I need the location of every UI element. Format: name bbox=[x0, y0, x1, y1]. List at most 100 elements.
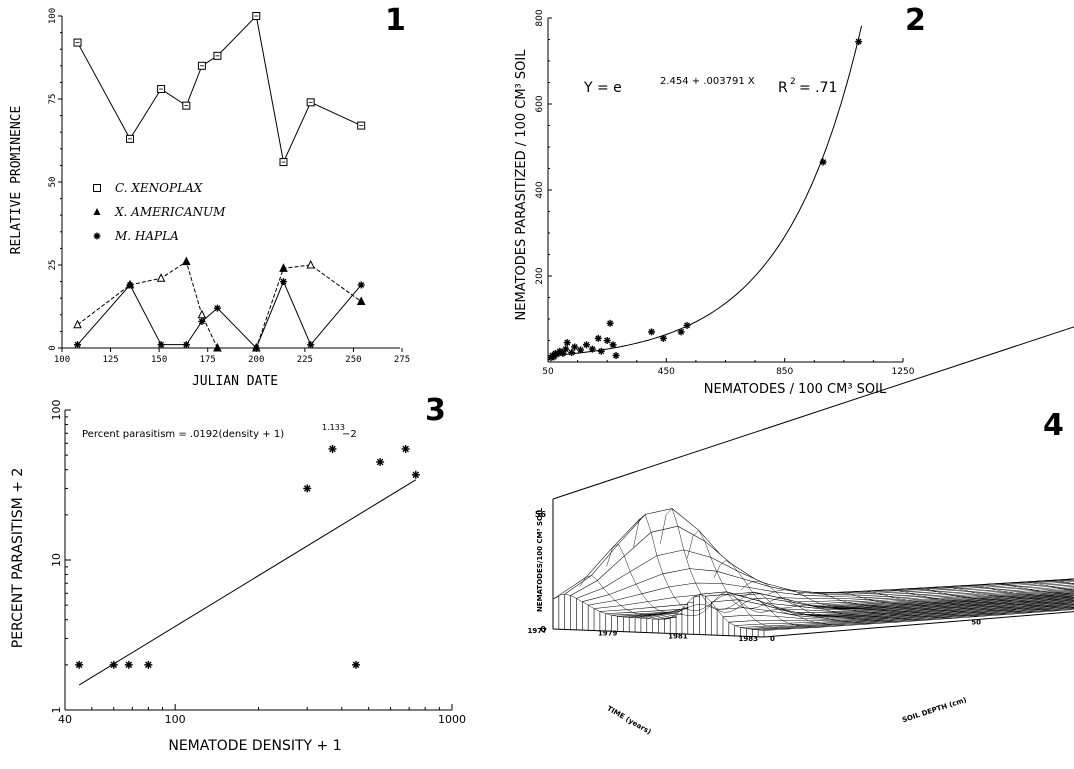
panel-3-fit-line bbox=[79, 480, 416, 685]
panel-2-x-axis-label: NEMATODES / 100 CM³ SOIL bbox=[704, 382, 887, 397]
panel-1-point-asterisk bbox=[253, 345, 260, 352]
panel-1-point-triangle bbox=[307, 261, 314, 268]
panel-1-point-square bbox=[158, 86, 165, 93]
panel-2-equation-lhs: Y = e bbox=[583, 80, 622, 96]
panel-2-equation-exponent: 2.454 + .003791 X bbox=[660, 76, 755, 87]
panel-number-3: 3 bbox=[425, 393, 446, 428]
panel-4-depth-tick-label: 50 bbox=[971, 619, 981, 627]
panel-4-time-tick-label: 1977 bbox=[528, 627, 548, 635]
panel-4-frame-top bbox=[553, 233, 1074, 499]
panel-1-point-asterisk bbox=[127, 281, 134, 288]
panel-3-x-tick-label: 1000 bbox=[438, 713, 466, 726]
panel-1-y-tick-label: 50 bbox=[48, 177, 58, 188]
panel-3-x-axis-label: NEMATODE DENSITY + 1 bbox=[168, 738, 341, 754]
panel-2-point bbox=[678, 328, 685, 335]
panel-1-legend: C. XENOPLAX X. AMERICANUM M. HAPLA bbox=[94, 181, 227, 243]
panel-2-r2-label: R bbox=[778, 80, 788, 96]
panel-3-point bbox=[75, 661, 83, 669]
panel-2-equation: Y = e 2.454 + .003791 X R 2 = .71 bbox=[583, 76, 837, 96]
panel-3-y-axis-label: PERCENT PARASITISM + 2 bbox=[10, 468, 26, 648]
panel-1-legend-label: C. XENOPLAX bbox=[115, 181, 203, 195]
panel-1-x-axis-label: JULIAN DATE bbox=[192, 374, 278, 389]
panel-1-point-triangle bbox=[158, 274, 165, 281]
panel-1-point-square bbox=[307, 99, 314, 106]
panel-1-point-asterisk bbox=[74, 341, 81, 348]
panel-1-x-tick-label: 175 bbox=[200, 355, 216, 365]
panel-1-legend-label: M. HAPLA bbox=[114, 229, 179, 243]
panel-1-point-asterisk bbox=[307, 341, 314, 348]
panel-1-point-square bbox=[253, 13, 260, 20]
panel-2-y-tick-label: 400 bbox=[535, 181, 545, 198]
panel-number-1: 1 bbox=[385, 3, 406, 38]
panel-3-equation-tail: −2 bbox=[342, 429, 357, 440]
panel-2-point bbox=[648, 328, 655, 335]
panel-1-point-square bbox=[183, 102, 190, 109]
panel-1-x-tick-label: 250 bbox=[345, 355, 361, 365]
panel-number-2: 2 bbox=[905, 3, 926, 38]
panel-1-point-asterisk bbox=[158, 341, 165, 348]
panel-1-point-square bbox=[280, 159, 287, 166]
panel-1-legend-symbol bbox=[94, 185, 101, 192]
panel-2-point bbox=[855, 38, 862, 45]
panel-1-y-tick-label: 100 bbox=[48, 8, 58, 24]
panel-1-x-tick-label: 100 bbox=[54, 355, 70, 365]
panel-2-point bbox=[562, 346, 569, 353]
panel-1-legend-symbol bbox=[94, 233, 101, 240]
panel-2-point bbox=[607, 320, 614, 327]
panel-1-point-triangle bbox=[198, 311, 205, 318]
panel-1-point-square bbox=[198, 62, 205, 69]
panel-3-point bbox=[303, 484, 311, 492]
panel-1-point-square bbox=[358, 122, 365, 129]
panel-4-depth-axis-label: SOIL DEPTH (cm) bbox=[901, 696, 967, 724]
panel-2-point bbox=[613, 352, 620, 359]
panel-1-y-tick-label: 75 bbox=[48, 94, 58, 105]
panel-3-point bbox=[110, 661, 118, 669]
panel-1-legend-label: X. AMERICANUM bbox=[114, 205, 226, 219]
panel-2-point bbox=[610, 341, 617, 348]
panel-2-point bbox=[604, 337, 611, 344]
panel-1-y-axis-label: RELATIVE PROMINENCE bbox=[9, 106, 24, 255]
panel-1-point-triangle bbox=[358, 298, 365, 305]
panel-2-x-tick-label: 450 bbox=[658, 367, 675, 377]
panel-4-depth-tick-label: 0 bbox=[770, 635, 775, 643]
panel-1-legend-symbol bbox=[94, 208, 101, 215]
panel-1-point-square bbox=[127, 135, 134, 142]
panel-1-point-asterisk bbox=[198, 318, 205, 325]
panel-2-y-axis-label: NEMATODES PARASITIZED / 100 CM³ SOIL bbox=[514, 49, 529, 321]
panel-3-point bbox=[376, 458, 384, 466]
panel-4-time-axis-label: TIME (years) bbox=[606, 704, 653, 736]
panel-3-point bbox=[328, 445, 336, 453]
panel-2-point bbox=[564, 339, 571, 346]
panel-1-y-tick-label: 25 bbox=[48, 260, 58, 271]
panel-2-point bbox=[684, 322, 691, 329]
panel-3-point bbox=[352, 661, 360, 669]
panel-number-4: 4 bbox=[1043, 408, 1064, 443]
panel-1-series-line-0 bbox=[78, 16, 362, 162]
panel-2-r2-value: = .71 bbox=[799, 80, 837, 96]
panel-1-point-asterisk bbox=[280, 278, 287, 285]
panel-2-point bbox=[598, 348, 605, 355]
panel-1-point-square bbox=[214, 52, 221, 59]
panel-2-x-tick-label: 50 bbox=[542, 367, 554, 377]
panel-1-point-square bbox=[74, 39, 81, 46]
panel-1-x-tick-label: 225 bbox=[297, 355, 313, 365]
panel-2-point bbox=[583, 341, 590, 348]
panel-2-y-tick-label: 800 bbox=[535, 9, 545, 26]
panel-3-y-tick-label: 1 bbox=[50, 707, 63, 714]
panel-3-y-tick-label: 10 bbox=[50, 553, 63, 567]
panel-2-x-tick-label: 1250 bbox=[892, 367, 915, 377]
panel-2-point bbox=[577, 346, 584, 353]
panel-1-point-asterisk bbox=[358, 281, 365, 288]
panel-4-time-tick-label: 1981 bbox=[668, 632, 688, 640]
panel-3-equation-text: Percent parasitism = .0192(density + 1) bbox=[82, 429, 284, 440]
panel-3-x-tick-label: 100 bbox=[165, 713, 186, 726]
panel-4-time-tick-label: 1979 bbox=[598, 630, 618, 638]
panel-2-y-tick-label: 200 bbox=[535, 267, 545, 284]
panel-2-point bbox=[660, 335, 667, 342]
panel-2-y-tick-label: 600 bbox=[535, 95, 545, 112]
panel-1-point-triangle bbox=[74, 321, 81, 328]
